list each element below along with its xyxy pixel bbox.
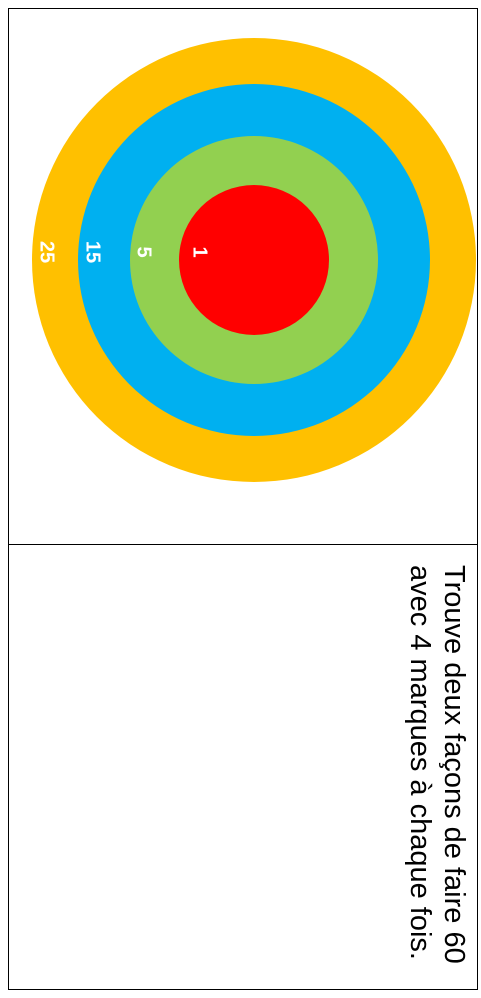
dartboard-target: 25 15 5 1 — [32, 38, 476, 482]
ring-1 — [179, 185, 329, 335]
question-text: Trouve deux façons de faire 60 avec 4 ma… — [404, 565, 470, 964]
ring-label-1: 1 — [189, 246, 211, 257]
ring-label-15: 15 — [82, 241, 104, 263]
ring-label-25: 25 — [36, 241, 58, 263]
ring-label-5: 5 — [133, 246, 155, 257]
section-divider — [8, 544, 478, 545]
worksheet-card — [8, 8, 478, 990]
